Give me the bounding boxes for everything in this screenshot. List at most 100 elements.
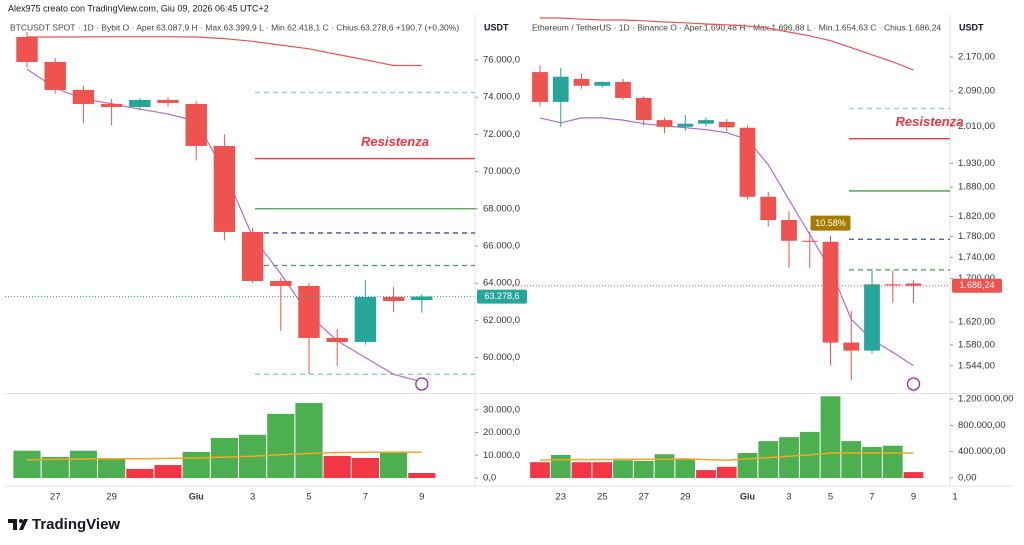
candle-body <box>44 61 66 90</box>
volume-bar <box>716 466 737 478</box>
volume-bar <box>758 441 779 478</box>
x-tick-label: Giu <box>740 491 755 501</box>
candle-body <box>822 241 839 343</box>
x-tick-label: 9 <box>419 492 424 503</box>
candle-body <box>552 76 569 102</box>
candle-body <box>185 103 207 146</box>
volume-bar <box>351 457 379 478</box>
candle-body <box>270 280 292 286</box>
x-tick-label: 23 <box>555 492 566 503</box>
y-tick-label: 2.090,00 <box>958 85 995 96</box>
callout-label: 10.58% <box>815 218 846 228</box>
candle-body <box>677 123 694 127</box>
creator-note: Alex975 creato con TradingView.com, Giu … <box>8 3 269 13</box>
y-tick-label: 1.780,00 <box>958 231 995 242</box>
candle-body <box>411 296 433 301</box>
candle-body <box>864 284 880 351</box>
candle-body <box>298 285 320 338</box>
callout-box <box>810 215 851 231</box>
volume-tick-label: 0,0 <box>483 473 496 484</box>
x-tick-label: Giu <box>189 491 204 501</box>
volume-bar <box>654 454 675 478</box>
annotation: Resistenza <box>361 134 429 149</box>
y-tick-label: 1.544,00 <box>958 360 995 371</box>
volume-bar <box>613 460 633 478</box>
y-tick-label: 72.000,0 <box>483 129 520 140</box>
event-icon <box>906 377 921 391</box>
volume-bar <box>126 468 154 478</box>
x-tick-label: 7 <box>363 492 368 503</box>
axis-unit: USDT <box>484 22 509 32</box>
candle-body <box>594 81 611 86</box>
volume-bar <box>13 450 41 478</box>
last-price-label: 1.686,24 <box>959 280 994 290</box>
candle-body <box>760 196 777 221</box>
x-tick-label: 1 <box>952 492 957 503</box>
y-tick-label: 76.000,0 <box>483 54 520 65</box>
candle-body <box>884 284 901 286</box>
candle-body <box>129 99 151 107</box>
volume-ma <box>539 452 914 461</box>
x-tick-label: 29 <box>106 492 117 503</box>
volume-bar <box>267 413 295 478</box>
volume-tick-label: 1.200.000,00 <box>958 393 1013 404</box>
chart-header: BTCUSDT SPOT · 1D · Bybit O · Aper.63.08… <box>10 22 459 32</box>
volume-tick-label: 0,00 <box>958 473 977 484</box>
y-tick-label: 68.000,0 <box>483 203 520 214</box>
volume-bar <box>779 437 799 478</box>
x-tick-label: 5 <box>828 492 833 503</box>
y-tick-label: 66.000,0 <box>483 240 520 251</box>
y-tick-label: 1.820,00 <box>958 211 995 222</box>
candle-body <box>905 283 922 286</box>
volume-bar <box>737 452 758 478</box>
y-tick-label: 1.620,00 <box>958 317 995 328</box>
volume-bar <box>571 462 592 478</box>
last-price-tag <box>952 278 1002 293</box>
event-icon <box>415 377 429 391</box>
x-tick-label: 3 <box>786 492 791 503</box>
volume-bar <box>841 441 862 478</box>
volume-bar <box>295 402 323 478</box>
candle-body <box>326 337 348 342</box>
y-tick-label: 70.000,0 <box>483 166 520 177</box>
candle-body <box>718 121 735 128</box>
y-tick-label: 74.000,0 <box>483 92 520 103</box>
volume-bar <box>41 456 69 478</box>
x-tick-label: 27 <box>638 492 649 503</box>
x-tick-label: 9 <box>911 492 916 503</box>
y-tick-label: 60.000,0 <box>483 352 520 363</box>
volume-bar <box>862 447 882 478</box>
y-tick-label: 1.740,00 <box>958 252 995 263</box>
x-tick-label: 3 <box>250 492 255 503</box>
volume-bar <box>182 451 210 478</box>
candle-body <box>100 103 123 107</box>
candle-body <box>656 120 673 127</box>
y-tick-label: 2.010,00 <box>958 121 995 132</box>
candle-body <box>213 145 236 232</box>
candle-body <box>843 342 860 351</box>
candle-body <box>573 78 590 86</box>
y-tick-label: 1.700,00 <box>958 273 995 284</box>
axis-unit: USDT <box>959 22 984 32</box>
y-tick-label: 1.930,00 <box>958 158 995 169</box>
candle-body <box>532 72 548 102</box>
chart-header: Ethereum / TetherUS · 1D · Binance O · A… <box>532 22 941 32</box>
candle-body <box>382 296 405 301</box>
volume-bar <box>820 396 841 478</box>
volume-bar <box>530 462 550 478</box>
volume-tick-label: 20.000,0 <box>483 427 520 438</box>
candle-body <box>157 99 179 103</box>
y-tick-label: 64.000,0 <box>483 278 520 289</box>
volume-bar <box>550 454 571 478</box>
x-tick-label: 29 <box>680 492 691 503</box>
volume-bar <box>696 470 716 478</box>
y-tick-label: 1.880,00 <box>958 182 995 193</box>
volume-bar <box>380 451 408 478</box>
candle-body <box>241 231 264 281</box>
candle-body <box>635 97 652 121</box>
volume-bar <box>154 465 182 478</box>
candle-body <box>615 81 631 98</box>
tv-wordmark: TradingView <box>32 516 120 533</box>
volume-bar <box>903 472 924 478</box>
last-price-label: 63.278,6 <box>484 291 519 301</box>
